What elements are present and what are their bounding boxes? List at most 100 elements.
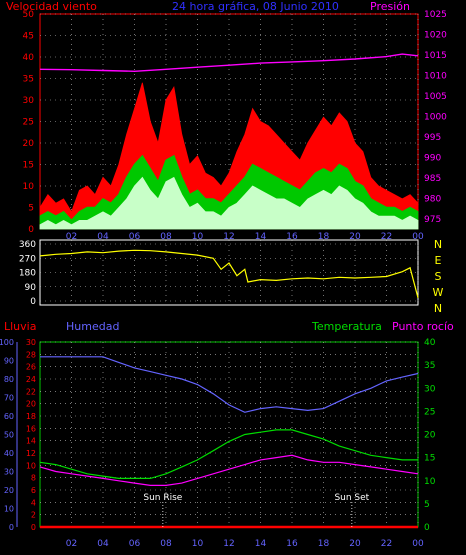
x-tick-label: 10 [192, 232, 204, 242]
x-tick-label: 16 [286, 539, 298, 549]
temperature-tick-label: 35 [424, 361, 435, 371]
x-tick-label: 06 [129, 539, 141, 549]
x-tick-label: 08 [160, 539, 172, 549]
pressure-tick-label: 995 [424, 133, 441, 143]
humidity-line [40, 356, 419, 413]
temperature-title: Temperatura [311, 320, 382, 333]
panel3-grid [40, 341, 419, 528]
pressure-tick-label: 1000 [424, 112, 447, 122]
pressure-tick-label: 980 [424, 194, 441, 204]
wind-pressure-series [39, 53, 419, 230]
compass-label: W [433, 286, 444, 299]
wind-tick-label: 40 [23, 53, 35, 63]
rain-tick-label: 10 [26, 461, 36, 470]
wind-tick-label: 45 [23, 32, 34, 42]
sun-markers: Sun Rise Sun Set [143, 493, 370, 527]
x-tick-label: 00 [412, 539, 424, 549]
rain-tick-label: 20 [26, 400, 36, 409]
rain-tick-label: 18 [26, 412, 36, 421]
humidity-axis-ticks: 0 10 20 30 40 50 60 70 80 90 100 [0, 338, 14, 532]
humidity-tick-label: 80 [4, 375, 14, 384]
rain-tick-label: 12 [26, 449, 36, 458]
humidity-title: Humedad [66, 320, 119, 333]
x-tick-label: 02 [66, 539, 77, 549]
pressure-tick-label: 1010 [424, 71, 447, 81]
x-tick-label: 22 [381, 539, 392, 549]
panel1-x-ticks: 02 04 06 08 10 12 14 16 18 20 22 00 [66, 232, 424, 242]
rain-title: Lluvia [4, 320, 36, 333]
rain-tick-label: 8 [31, 474, 36, 483]
panel2-grid [40, 240, 419, 305]
temperature-tick-label: 0 [424, 523, 430, 533]
dewpoint-title: Punto rocío [392, 320, 454, 333]
humidity-tick-label: 0 [9, 523, 14, 532]
humidity-tick-label: 90 [4, 357, 14, 366]
humidity-temperature-series [39, 356, 419, 529]
direction-tick-label: 270 [19, 254, 36, 264]
pressure-title: Presión [370, 0, 410, 13]
pressure-tick-label: 1015 [424, 51, 447, 61]
pressure-tick-label: 1005 [424, 92, 447, 102]
direction-line [39, 249, 419, 298]
temperature-tick-label: 30 [424, 384, 436, 394]
rain-tick-label: 14 [26, 437, 36, 446]
pressure-tick-label: 985 [424, 174, 441, 184]
humidity-tick-label: 100 [0, 338, 14, 347]
humidity-tick-label: 70 [4, 394, 14, 403]
direction-tick-label: 360 [19, 240, 36, 250]
wind-tick-label: 10 [23, 182, 35, 192]
wind-speed-title: Velocidad viento [6, 0, 97, 13]
wind-tick-label: 0 [28, 225, 34, 235]
compass-label: N [434, 302, 442, 315]
sunrise-label: Sun Rise [143, 493, 182, 503]
direction-tick-label: 90 [25, 283, 37, 293]
rain-tick-label: 2 [31, 511, 36, 520]
pressure-axis-ticks: 975 980 985 990 995 1000 1005 1010 1015 1020 1025 [424, 10, 447, 225]
panel3-x-ticks: 02 04 06 08 10 12 14 16 18 20 22 00 [66, 539, 424, 549]
x-tick-label: 14 [255, 539, 267, 549]
wind-tick-label: 25 [23, 118, 34, 128]
x-tick-label: 20 [349, 539, 361, 549]
x-tick-label: 20 [349, 232, 361, 242]
avg-line [39, 154, 419, 222]
rain-tick-label: 0 [31, 523, 36, 532]
compass-label: N [434, 238, 442, 251]
pressure-line [39, 53, 419, 73]
humidity-tick-label: 20 [4, 486, 14, 495]
wind-tick-label: 15 [23, 161, 34, 171]
rain-tick-label: 16 [26, 424, 36, 433]
pressure-tick-label: 1025 [424, 10, 447, 20]
x-tick-label: 18 [318, 232, 330, 242]
humidity-tick-label: 30 [4, 468, 14, 477]
rain-tick-label: 26 [26, 363, 36, 372]
direction-axis-ticks: 0 90 180 270 360 [19, 240, 36, 307]
rain-tick-label: 4 [31, 498, 36, 507]
wind-axis-ticks: 0 5 10 15 20 25 30 35 40 45 50 [23, 10, 35, 235]
wind-tick-label: 20 [23, 139, 35, 149]
humidity-tick-label: 50 [4, 431, 14, 440]
min-area [39, 176, 419, 230]
temperature-tick-label: 20 [424, 431, 436, 441]
rain-tick-label: 22 [26, 387, 36, 396]
x-tick-label: 10 [192, 539, 204, 549]
direction-tick-label: 0 [30, 297, 36, 307]
x-tick-label: 00 [412, 232, 424, 242]
temperature-tick-label: 40 [424, 338, 436, 348]
pressure-tick-label: 975 [424, 215, 441, 225]
chart-title: 24 hora gráfica, 08 Junio 2010 [172, 0, 339, 13]
pressure-tick-label: 1020 [424, 30, 447, 40]
x-tick-label: 12 [223, 232, 234, 242]
x-tick-label: 18 [318, 539, 330, 549]
rain-tick-label: 6 [31, 486, 36, 495]
x-tick-label: 12 [223, 539, 234, 549]
humidity-tick-label: 40 [4, 449, 14, 458]
humidity-tick-label: 10 [4, 505, 14, 514]
rain-tick-label: 24 [26, 375, 36, 384]
x-tick-label: 14 [255, 232, 267, 242]
